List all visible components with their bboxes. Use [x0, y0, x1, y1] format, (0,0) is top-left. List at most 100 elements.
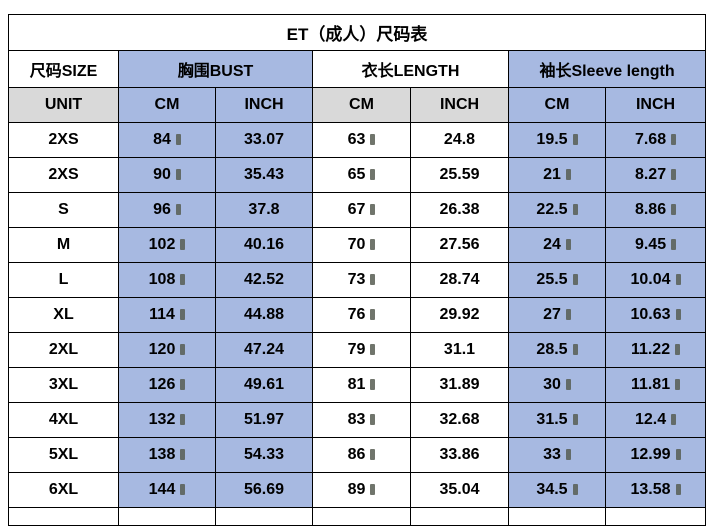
group-header-size: 尺码SIZE — [8, 50, 119, 88]
cell-size: 2XS — [8, 122, 119, 158]
cell-text: 89 — [347, 481, 366, 498]
cell-artifact-icon — [370, 169, 376, 180]
cell-length-cm: 70 — [312, 227, 411, 263]
cell-text: 47.24 — [243, 341, 285, 358]
cell-size: XL — [8, 297, 119, 333]
cell-sleeve-inch: 8.86 — [604, 192, 707, 228]
cell-sleeve-inch: 12.99 — [604, 437, 707, 473]
cell-length-inch: 32.68 — [410, 402, 509, 438]
cell-artifact-icon — [370, 344, 376, 355]
cell-bust-cm: 84 — [118, 122, 216, 158]
cell-text: 90 — [153, 166, 171, 183]
cell-text: 31.5 — [536, 411, 568, 428]
cell-size: 2XL — [8, 332, 119, 368]
cell-length-inch: 26.38 — [410, 192, 509, 228]
cell-sleeve-cm: 34.5 — [508, 472, 606, 508]
cell-text: S — [58, 201, 69, 218]
cell-length-inch: 33.86 — [410, 437, 509, 473]
unit-header-sleeve-inch: INCH — [604, 87, 707, 123]
cell-size: 4XL — [8, 402, 119, 438]
cell-text: 70 — [347, 236, 366, 253]
cell-bust-cm: 114 — [118, 297, 216, 333]
cell-artifact-icon — [675, 449, 681, 460]
cell-text: M — [56, 236, 71, 253]
cell-text: 6XL — [48, 481, 79, 498]
cell-text: 7.68 — [634, 131, 667, 148]
cell-sleeve-cm: 22.5 — [508, 192, 606, 228]
cell-artifact-icon — [175, 204, 181, 215]
cell-sleeve-cm: 25.5 — [508, 262, 606, 298]
cell-bust-cm: 138 — [118, 437, 216, 473]
cell-text: 73 — [347, 271, 366, 288]
cell-bust-cm: 144 — [118, 472, 216, 508]
table-row: 2XS 90 35.43 65 25.59 21 8.27 — [8, 157, 707, 193]
cell-artifact-icon — [180, 484, 186, 495]
unit-header-bust-cm: CM — [118, 87, 216, 123]
table-row: S 96 37.8 67 26.38 22.5 8.86 — [8, 192, 707, 228]
cell-size: 5XL — [8, 437, 119, 473]
cell-text: 19.5 — [536, 131, 568, 148]
cell-artifact-icon — [370, 379, 376, 390]
cell-artifact-icon — [175, 169, 181, 180]
cell-text: 40.16 — [243, 236, 285, 253]
cell-text: 65 — [347, 166, 366, 183]
cell-text: 10.63 — [630, 306, 671, 323]
column-group-row: 尺码SIZE 胸围BUST 衣长LENGTH 袖长Sleeve length — [8, 50, 707, 88]
cell-text: 63 — [347, 131, 366, 148]
cell-text: 138 — [148, 446, 176, 463]
cell-sleeve-inch: 13.58 — [604, 472, 707, 508]
cell-bust-inch: 47.24 — [215, 332, 313, 368]
cell-text: 132 — [148, 411, 176, 428]
unit-header-length-inch: INCH — [410, 87, 509, 123]
cell-artifact-icon — [572, 134, 578, 145]
table-row: 3XL 126 49.61 81 31.89 30 11.81 — [8, 367, 707, 403]
cell-artifact-icon — [180, 274, 186, 285]
cell-text: 144 — [148, 481, 176, 498]
cell-text: 28.74 — [439, 271, 480, 288]
title-row: ET（成人）尺码表 — [7, 14, 707, 51]
cell-sleeve-cm: 31.5 — [508, 402, 606, 438]
cell-artifact-icon — [675, 309, 681, 320]
cell-artifact-icon — [572, 204, 578, 215]
cell-sleeve-cm: 27 — [508, 297, 606, 333]
cell-text: 76 — [347, 306, 366, 323]
cell-text: L — [58, 271, 69, 288]
cell-text: 35.43 — [243, 166, 285, 183]
cell-text: 5XL — [48, 446, 79, 463]
cell-length-inch: 31.89 — [410, 367, 509, 403]
cell-text: 3XL — [48, 376, 79, 393]
cell-artifact-icon — [671, 414, 677, 425]
cell-text: 21 — [543, 166, 561, 183]
cell-bust-inch: 56.69 — [215, 472, 313, 508]
cell-text: 126 — [148, 376, 176, 393]
cell-length-inch: 31.1 — [410, 332, 509, 368]
cell-artifact-icon — [565, 449, 571, 460]
cell-text: 12.4 — [634, 411, 667, 428]
table-title: ET（成人）尺码表 — [7, 14, 707, 51]
cell-sleeve-cm: 33 — [508, 437, 606, 473]
cell-sleeve-inch: 7.68 — [604, 122, 707, 158]
cell-sleeve-inch: 9.45 — [604, 227, 707, 263]
table-row: 4XL 132 51.97 83 32.68 31.5 12.4 — [8, 402, 707, 438]
cell-length-cm: 83 — [312, 402, 411, 438]
cell-bust-cm: 132 — [118, 402, 216, 438]
cell-text: 37.8 — [248, 201, 280, 218]
cell-sleeve-cm: 21 — [508, 157, 606, 193]
cell-artifact-icon — [370, 274, 376, 285]
cell-text: 33.86 — [439, 446, 480, 463]
cell-artifact-icon — [675, 344, 681, 355]
cell-text: 33 — [543, 446, 561, 463]
cell-artifact-icon — [370, 309, 376, 320]
cell-size: 3XL — [8, 367, 119, 403]
cell-text: 30 — [543, 376, 561, 393]
cell-bust-cm: 120 — [118, 332, 216, 368]
cell-artifact-icon — [370, 484, 376, 495]
cell-artifact-icon — [671, 134, 677, 145]
cell-length-cm: 79 — [312, 332, 411, 368]
cell-text: 24 — [543, 236, 561, 253]
cell-bust-inch: 54.33 — [215, 437, 313, 473]
cell-artifact-icon — [572, 414, 578, 425]
cell-text: 11.22 — [630, 341, 671, 358]
cell-length-cm: 89 — [312, 472, 411, 508]
cell-sleeve-cm: 28.5 — [508, 332, 606, 368]
